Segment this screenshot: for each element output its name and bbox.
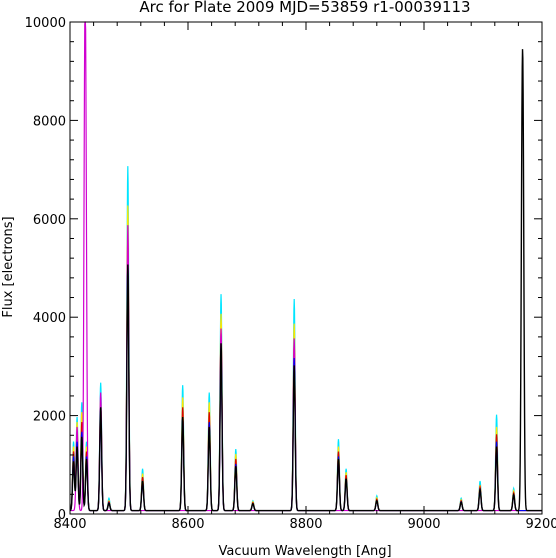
x-tick-label: 8400 [53,517,86,532]
y-axis-label: Flux [electrons] [1,216,16,317]
series-line-cyan [69,166,542,512]
x-tick-label: 8600 [171,517,204,532]
x-tick-label: 9000 [407,517,440,532]
y-tick-label: 8000 [33,114,66,129]
series-line-black [69,49,542,512]
x-tick-label: 8800 [289,517,322,532]
y-tick-label: 0 [58,508,66,523]
series-line-red [69,235,542,512]
x-axis-label: Vacuum Wavelength [Ang] [218,544,391,558]
axis-ticks: 8400 8600 8800 9000 9200 0 2000 4000 6000 8000 100… [25,16,556,532]
series-line-blue [69,264,542,512]
spectrum-series [69,21,542,512]
y-tick-label: 4000 [33,311,66,326]
series-line-yellow [69,205,542,512]
series-line-magenta [70,21,542,512]
y-tick-label: 2000 [33,410,66,425]
chart-title: Arc for Plate 2009 MJD=53859 r1-00039113 [139,0,470,16]
plot-frame [69,21,543,515]
x-tick-label: 9200 [525,517,556,532]
y-tick-label: 6000 [33,213,66,228]
y-tick-label: 10000 [25,16,66,31]
